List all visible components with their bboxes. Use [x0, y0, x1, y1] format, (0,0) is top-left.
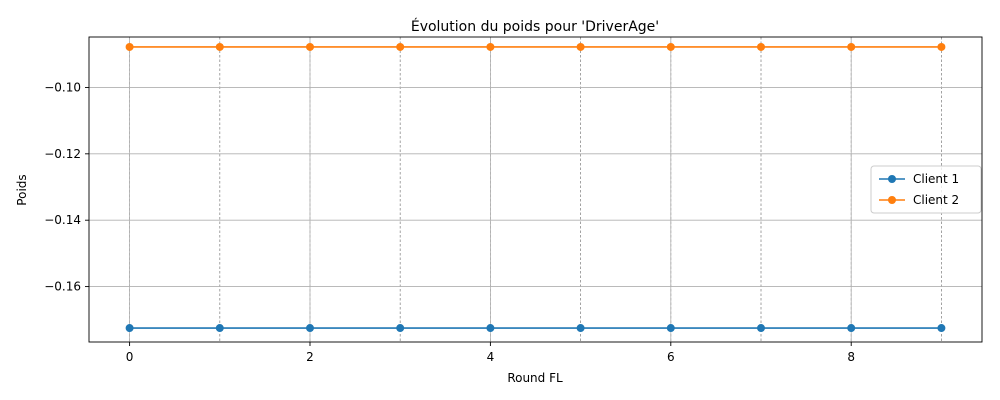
data-point-client-2 — [757, 42, 766, 51]
y-tick-label: −0.10 — [44, 80, 81, 94]
legend: Client 1 Client 2 — [870, 165, 982, 214]
x-axis-label: Round FL — [507, 371, 563, 385]
data-point-client-2 — [937, 42, 946, 51]
legend-label-client-1: Client 1 — [913, 172, 959, 186]
data-point-client-2 — [666, 42, 675, 51]
data-point-client-2 — [486, 42, 495, 51]
x-tick-label: 8 — [847, 350, 855, 364]
data-point-client-1 — [396, 324, 405, 333]
data-point-client-2 — [305, 42, 314, 51]
legend-marker-client-2 — [888, 196, 896, 204]
y-axis-label: Poids — [15, 174, 29, 205]
data-point-client-1 — [486, 324, 495, 333]
data-point-client-2 — [125, 42, 134, 51]
y-tick-label: −0.16 — [44, 280, 81, 294]
data-point-client-2 — [215, 42, 224, 51]
data-point-client-1 — [847, 324, 856, 333]
data-point-client-1 — [125, 324, 134, 333]
data-point-client-1 — [215, 324, 224, 333]
data-point-client-1 — [305, 324, 314, 333]
legend-marker-client-1 — [888, 175, 896, 183]
plot-frame — [88, 36, 983, 343]
legend-box — [870, 165, 982, 214]
data-point-client-1 — [666, 324, 675, 333]
tick-labels: 0 2 4 6 8 −0.16 −0.14 −0.12 −0.10 — [44, 80, 855, 364]
series-layer — [125, 42, 946, 333]
data-point-client-2 — [847, 42, 856, 51]
chart-title: Évolution du poids pour 'DriverAge' — [411, 18, 659, 35]
data-point-client-1 — [757, 324, 766, 333]
x-tick-label: 6 — [667, 350, 675, 364]
y-tick-label: −0.12 — [44, 147, 81, 161]
axes — [88, 36, 983, 343]
data-point-client-2 — [396, 42, 405, 51]
data-point-client-1 — [576, 324, 585, 333]
data-point-client-2 — [576, 42, 585, 51]
data-point-client-1 — [937, 324, 946, 333]
legend-label-client-2: Client 2 — [913, 193, 959, 207]
x-tick-label: 0 — [126, 350, 134, 364]
grid — [89, 37, 982, 342]
y-tick-label: −0.14 — [44, 213, 81, 227]
x-tick-label: 4 — [487, 350, 495, 364]
x-tick-label: 2 — [306, 350, 314, 364]
